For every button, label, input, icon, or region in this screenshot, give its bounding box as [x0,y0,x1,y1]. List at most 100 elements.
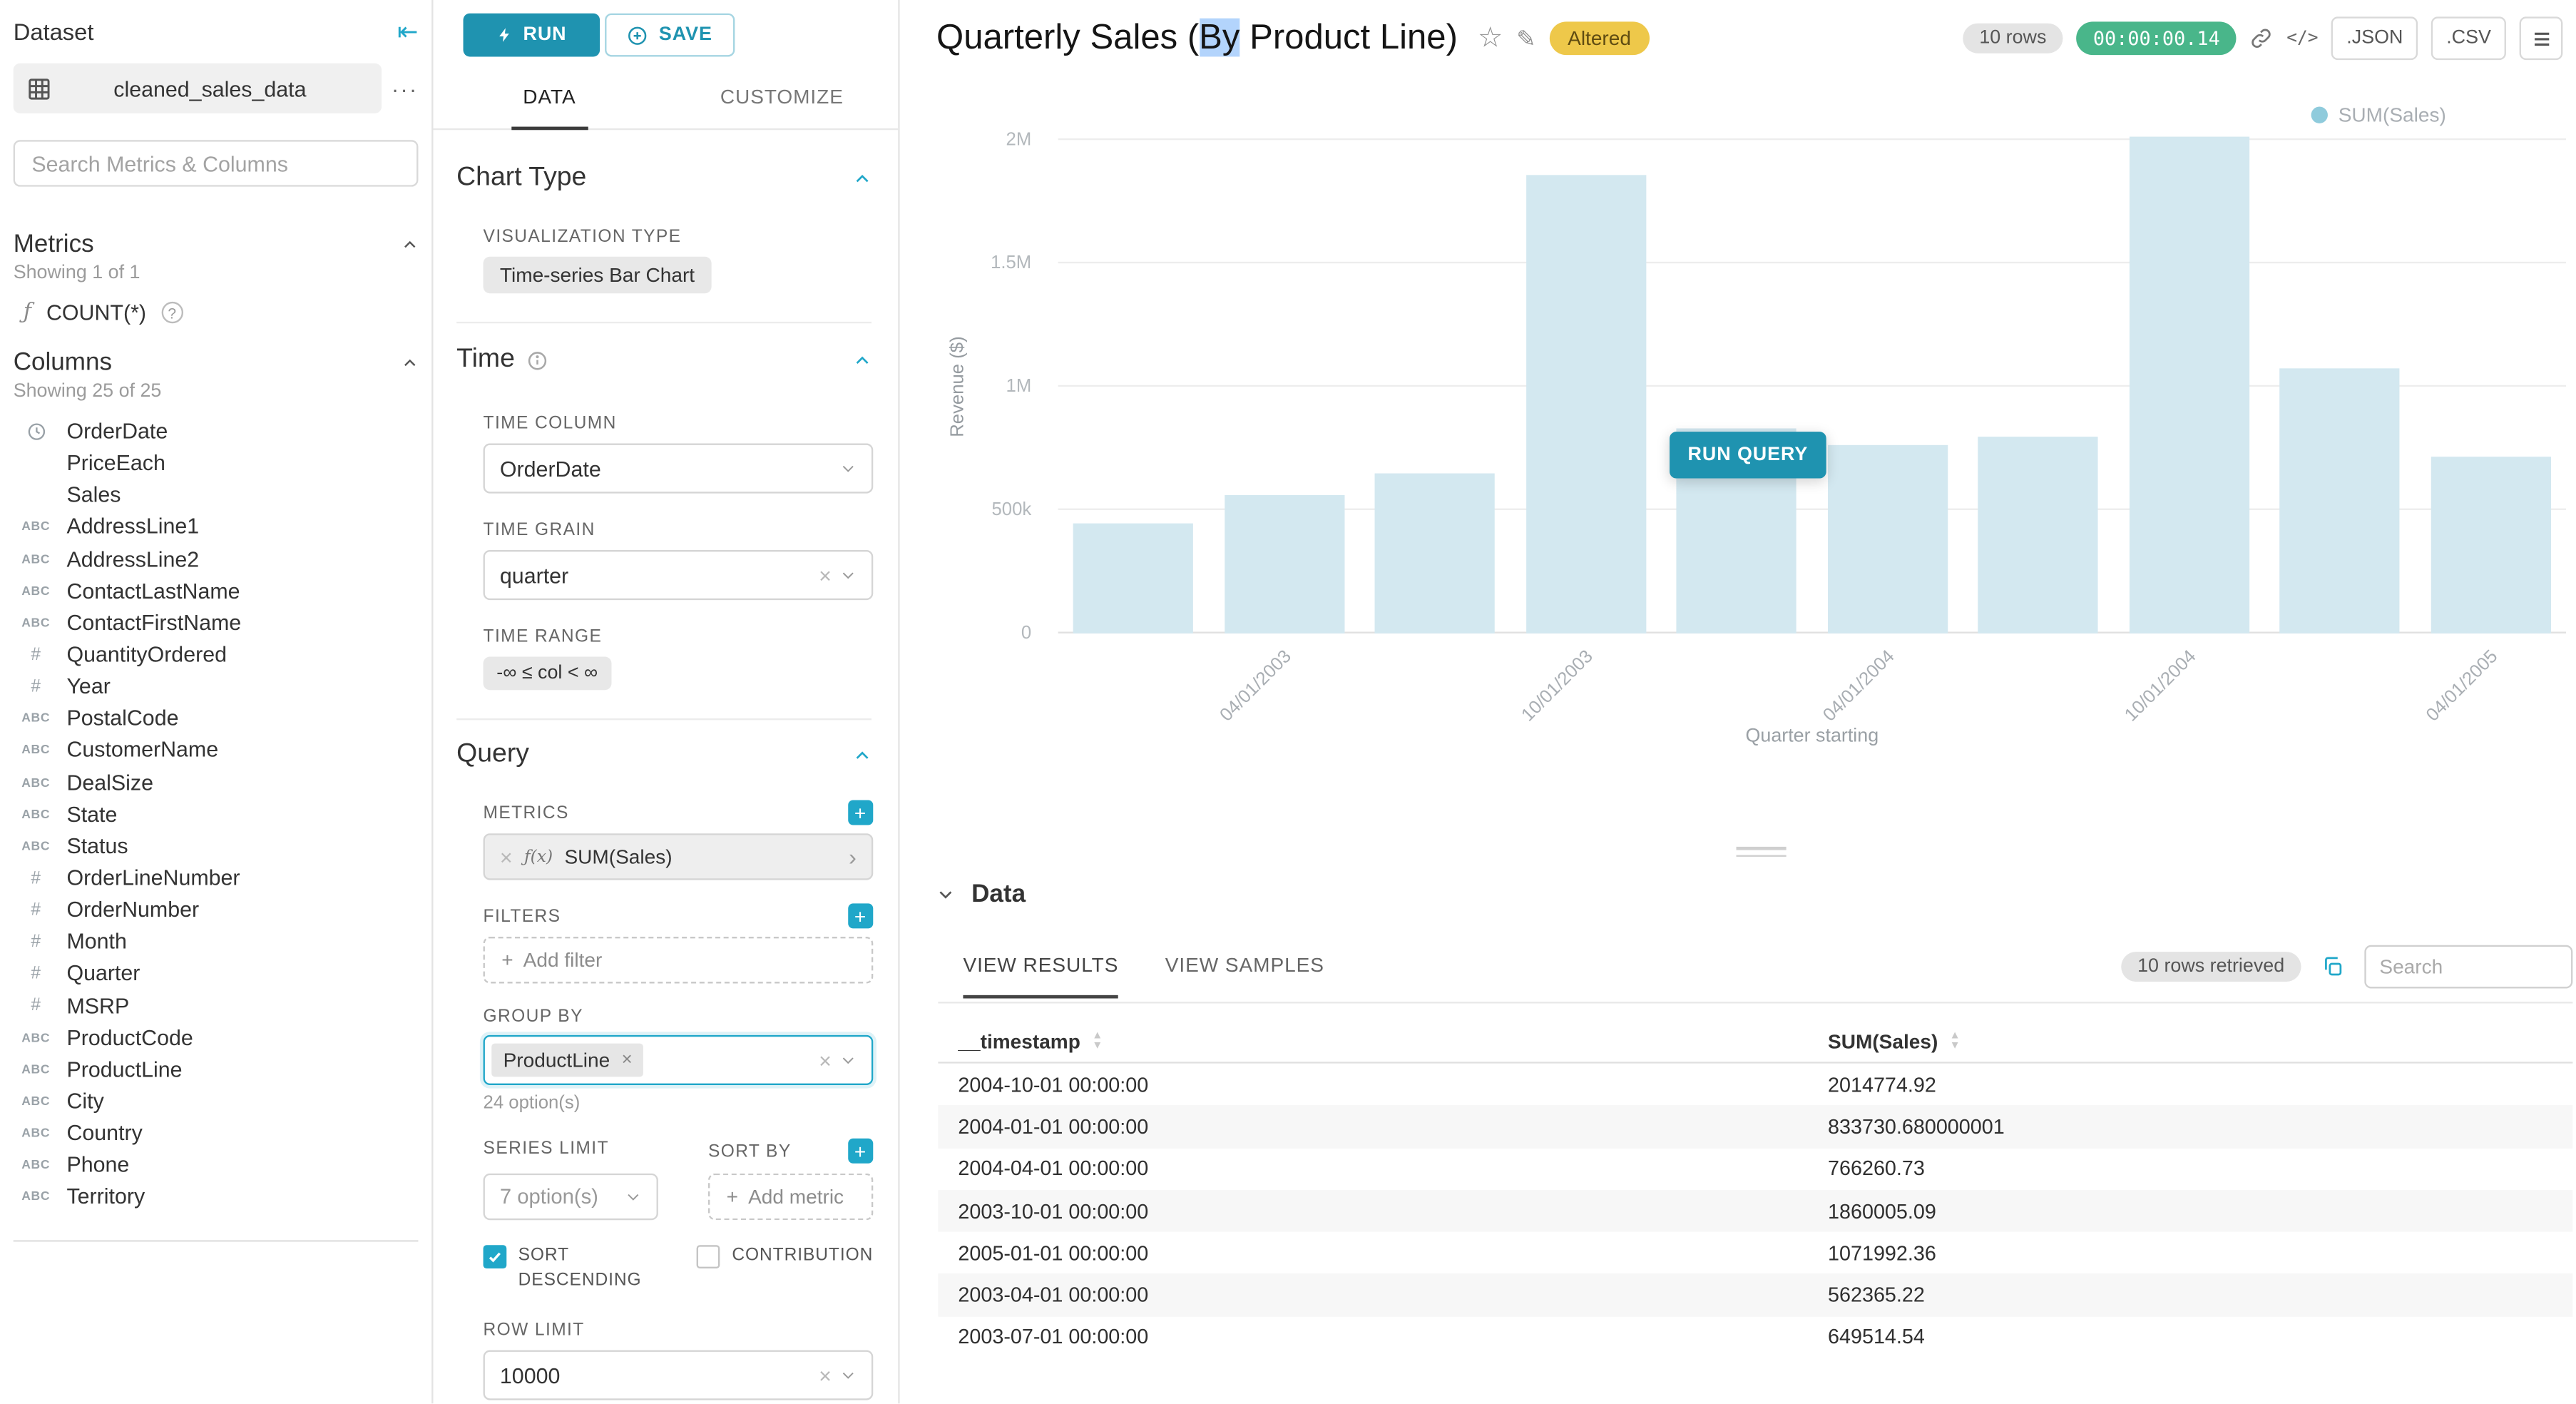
remove-tag-icon[interactable]: × [621,1049,633,1069]
column-item-status[interactable]: ABC Status [21,833,128,858]
chevron-down-icon[interactable] [936,885,955,904]
table-row[interactable]: 2004-01-01 00:00:00 833730.680000001 [938,1105,2573,1148]
chart-title[interactable]: Quarterly Sales (By Product Line) [936,18,1458,57]
sort-icon[interactable]: ▲ ▼ [1092,1029,1103,1052]
tab-data[interactable]: DATA [433,70,665,128]
metrics-columns-search-input[interactable] [13,140,419,187]
sort-descending-checkbox[interactable]: SORT DESCENDING [483,1243,648,1294]
column-item-territory[interactable]: ABC Territory [21,1184,145,1209]
bar-2004-07-01[interactable] [1978,437,2099,634]
help-icon[interactable]: ? [161,301,183,324]
collapse-panel-icon[interactable]: ⇤ [397,18,419,47]
add-filter-dropzone[interactable]: + Add filter [483,937,874,984]
dataset-name[interactable]: cleaned_sales_data [113,76,307,101]
column-header-sum-sales-[interactable]: SUM(Sales) ▲ ▼ [1828,1029,1961,1053]
column-item-contactlastname[interactable]: ABC ContactLastName [21,578,240,604]
bar-2005-04-01[interactable] [2430,456,2551,634]
checkbox-empty-icon[interactable] [697,1245,720,1269]
remove-metric-icon[interactable]: × [499,844,513,870]
data-section-header[interactable]: Data [936,880,1026,908]
column-item-state[interactable]: ABC State [21,801,118,827]
metric-item-count[interactable]: ƒ COUNT(*) ? [14,300,419,325]
copy-icon[interactable] [2321,955,2345,979]
column-item-addressline2[interactable]: ABC AddressLine2 [21,546,200,571]
bar-2003-04-01[interactable] [1224,494,1345,634]
run-query-button[interactable]: RUN QUERY [1670,432,1826,479]
column-item-country[interactable]: ABC Country [21,1120,143,1146]
row-limit-select[interactable]: 10000 × [483,1350,874,1401]
bar-2004-10-01[interactable] [2128,136,2249,634]
column-item-priceeach[interactable]: PriceEach [66,450,165,476]
results-search-input[interactable] [2364,945,2573,989]
checkbox-checked-icon[interactable] [483,1245,507,1269]
column-item-city[interactable]: ABC City [21,1088,104,1114]
viz-type-pill[interactable]: Time-series Bar Chart [483,256,712,294]
table-row[interactable]: 2003-04-01 00:00:00 562365.22 [938,1274,2573,1317]
column-item-productcode[interactable]: ABC ProductCode [21,1024,193,1050]
export-json-button[interactable]: .JSON [2331,16,2418,61]
series-limit-select[interactable]: 7 option(s) [483,1173,658,1221]
column-item-dealsize[interactable]: ABC DealSize [21,769,154,795]
group-by-tag[interactable]: ProductLine × [491,1043,644,1077]
column-item-quarter[interactable]: # Quarter [31,960,140,986]
tab-view-samples[interactable]: VIEW SAMPLES [1165,953,1324,977]
clear-icon[interactable]: × [819,562,832,588]
bar-2004-04-01[interactable] [1826,444,1948,634]
add-sort-metric-button[interactable]: + [848,1138,874,1164]
section-query[interactable]: Query [456,740,872,770]
column-item-msrp[interactable]: # MSRP [31,992,130,1018]
chevron-up-icon[interactable] [853,351,872,370]
column-item-sales[interactable]: Sales [66,482,121,508]
legend-item[interactable]: SUM(Sales) [2311,103,2446,127]
view-query-icon[interactable]: </> [2286,28,2319,49]
table-row[interactable]: 2004-10-01 00:00:00 2014774.92 [938,1064,2572,1106]
bar-2003-07-01[interactable] [1374,473,1496,634]
group-by-select[interactable]: ProductLine × × [483,1034,874,1085]
add-sort-metric-dropzone[interactable]: + Add metric [707,1173,874,1221]
column-item-postalcode[interactable]: ABC PostalCode [21,706,179,731]
time-column-select[interactable]: OrderDate [483,443,874,494]
time-range-pill[interactable]: -∞ ≤ col < ∞ [483,656,611,691]
chevron-up-icon[interactable] [853,169,872,188]
column-header--timestamp[interactable]: __timestamp ▲ ▼ [958,1029,1103,1053]
column-item-customername[interactable]: ABC CustomerName [21,737,219,763]
dataset-options-icon[interactable]: ··· [392,76,419,101]
table-row[interactable]: 2003-07-01 00:00:00 649514.54 [938,1316,2572,1358]
columns-section-header[interactable]: Columns [14,348,419,377]
column-item-orderdate[interactable]: OrderDate [14,415,419,447]
column-item-contactfirstname[interactable]: ABC ContactFirstName [21,609,242,635]
column-item-orderlinenumber[interactable]: # OrderLineNumber [31,865,240,890]
bar-2003-01-01[interactable] [1073,523,1194,634]
save-button[interactable]: SAVE [605,13,735,57]
export-csv-button[interactable]: .CSV [2431,16,2506,61]
column-item-phone[interactable]: ABC Phone [21,1152,130,1178]
column-item-year[interactable]: # Year [31,673,111,699]
clear-icon[interactable]: × [819,1363,832,1389]
chart-resize-handle[interactable] [1733,843,1789,860]
bar-2005-01-01[interactable] [2279,369,2401,634]
edit-title-icon[interactable]: ✎ [1516,24,1536,51]
add-metric-button[interactable]: + [848,800,874,825]
column-item-addressline1[interactable]: ABC AddressLine1 [21,514,200,539]
share-link-icon[interactable] [2250,26,2274,50]
tab-view-results[interactable]: VIEW RESULTS [963,943,1119,999]
add-filter-button[interactable]: + [848,903,874,929]
column-item-quantityordered[interactable]: # QuantityOrdered [31,641,228,667]
dataset-selector[interactable]: cleaned_sales_data [13,63,382,113]
column-item-ordernumber[interactable]: # OrderNumber [31,897,200,922]
favorite-star-icon[interactable]: ☆ [1477,21,1503,54]
bar-2003-10-01[interactable] [1525,174,1647,634]
table-row[interactable]: 2003-10-01 00:00:00 1860005.09 [938,1189,2573,1233]
time-grain-select[interactable]: quarter × [483,550,874,601]
metric-pill-sum-sales[interactable]: × ƒ(x) SUM(Sales) › [483,833,874,880]
section-time[interactable]: Time [456,345,872,375]
chevron-up-icon[interactable] [853,746,872,765]
section-chart-type[interactable]: Chart Type [456,163,872,193]
clear-icon[interactable]: × [819,1047,832,1073]
more-options-menu-icon[interactable] [2519,16,2563,61]
column-item-month[interactable]: # Month [31,929,127,955]
sort-icon[interactable]: ▲ ▼ [1949,1029,1961,1052]
contribution-checkbox[interactable]: CONTRIBUTION [697,1243,873,1294]
column-item-productline[interactable]: ABC ProductLine [21,1056,183,1082]
run-button[interactable]: RUN [463,13,600,57]
